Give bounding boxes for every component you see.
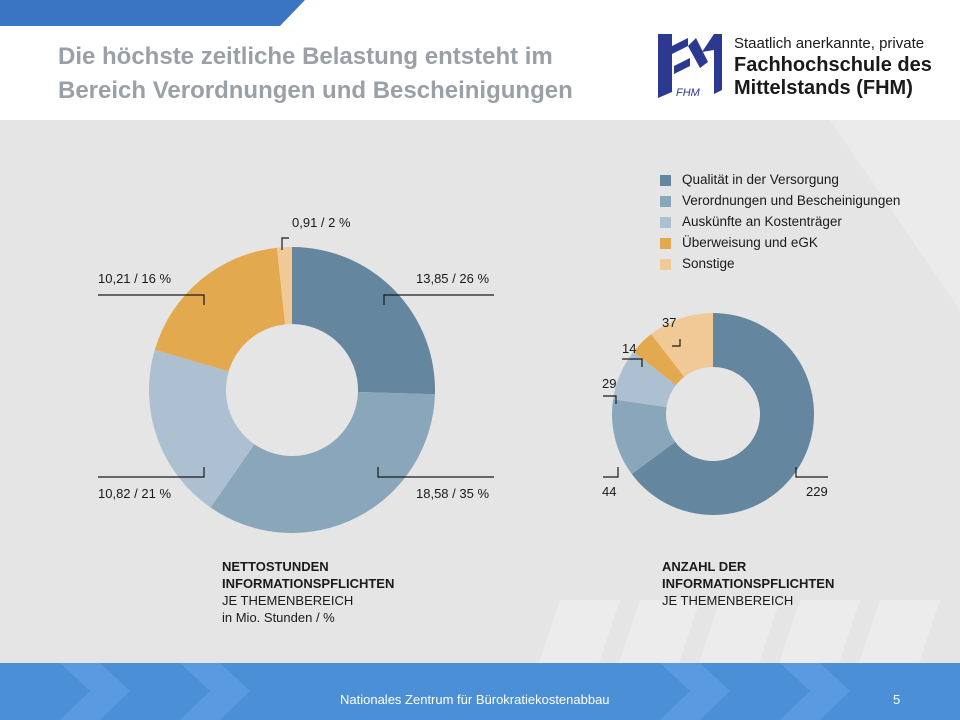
leader-line-qualitaet [383, 294, 494, 305]
donut-chart-anzahl [612, 313, 815, 515]
leader-line-verordnungen [377, 467, 494, 478]
caption-anzahl: ANZAHL DER INFORMATIONSPFLICHTEN JE THEM… [662, 558, 834, 609]
label-anzahl-sonstige: 37 [662, 315, 677, 330]
fhm-logo-line2: Fachhochschule des [734, 54, 932, 76]
label-auskuenfte: 10,82 / 21 % [98, 486, 171, 501]
nettostunden-slice-verordnungen-und-bescheinigungen [210, 391, 435, 533]
label-qualitaet: 13,85 / 26 % [416, 271, 489, 286]
anzahl-slice-sonstige [651, 313, 713, 377]
slide-title-line2: Bereich Verordnungen und Bescheinigungen [58, 77, 573, 104]
fhm-logo: FHM Staatlich anerkannte, private Fachho… [652, 30, 942, 106]
slide-title-line1: Die höchste zeitliche Belastung entsteht… [58, 43, 553, 70]
nettostunden-slice-sonstige [276, 247, 292, 325]
legend-label: Verordnungen und Bescheinigungen [682, 193, 901, 208]
page-number: 5 [893, 692, 901, 707]
nettostunden-slice-ueberweisung-und-egk [154, 247, 286, 372]
caption-line: in Mio. Stunden / % [222, 610, 335, 625]
caption-line: JE THEMENBEREICH [222, 593, 354, 608]
label-anzahl-verordnungen: 44 [602, 484, 617, 499]
fhm-logo-line1: Staatlich anerkannte, private [734, 35, 925, 52]
leader-line-sonstige [281, 237, 289, 250]
caption-bold-line: NETTOSTUNDEN [222, 559, 329, 574]
leader-line-anzahl-auskuenfte [603, 395, 617, 404]
footer-band [0, 663, 960, 720]
label-verordnungen: 18,58 / 35 % [416, 486, 489, 501]
donut-chart-nettostunden [149, 247, 435, 533]
anzahl-slice-verordnungen-und-bescheinigungen [612, 399, 676, 475]
legend-swatch [660, 175, 671, 186]
legend-swatch [660, 238, 671, 249]
charts-canvas [98, 237, 828, 533]
content-area: 0,91 / 2 % 13,85 / 26 % 10,21 / 16 % 10,… [0, 120, 960, 720]
top-stripe [0, 0, 305, 26]
leader-line-anzahl-ueberweisung [622, 358, 643, 367]
top-stripe-bar [0, 0, 305, 26]
legend-label: Sonstige [682, 256, 735, 271]
leader-line-auskuenfte [98, 467, 205, 478]
fhm-logo-mark-text: FHM [676, 87, 701, 99]
leader-line-anzahl-qualitaet [795, 467, 828, 478]
nettostunden-slice-qualitaet-in-der-versorgung [292, 247, 435, 395]
legend-label: Auskünfte an Kostenträger [682, 214, 842, 229]
label-sonstige: 0,91 / 2 % [292, 215, 351, 230]
slide-title: Die höchste zeitliche Belastung entsteht… [58, 40, 618, 108]
header [0, 26, 960, 120]
leader-line-anzahl-sonstige [672, 339, 681, 347]
legend-swatch [660, 259, 671, 270]
legend-label: Qualität in der Versorgung [682, 172, 839, 187]
anzahl-slice-qualitaet-in-der-versorgung [631, 313, 815, 515]
fhm-logo-text: Staatlich anerkannte, private Fachhochsc… [734, 34, 944, 100]
anzahl-slice-ueberweisung-und-egk [633, 334, 685, 386]
caption-bold-line: INFORMATIONSPFLICHTEN [662, 576, 835, 591]
label-anzahl-ueberweisung: 14 [622, 341, 637, 356]
label-anzahl-auskuenfte: 29 [602, 376, 617, 391]
legend-label: Überweisung und eGK [682, 235, 818, 250]
nettostunden-slice-auskuenfte-an-kostentraeger [149, 349, 255, 508]
fhm-logo-line3: Mittelstands (FHM) [734, 77, 913, 99]
leader-lines [98, 237, 828, 478]
leader-line-anzahl-verordnungen [603, 467, 619, 478]
footer-text: Nationales Zentrum für Bürokratiekostena… [340, 692, 610, 707]
anzahl-slice-auskuenfte-an-kostentraeger [613, 351, 676, 408]
caption-bold-line: ANZAHL DER [662, 559, 747, 574]
label-ueberweisung: 10,21 / 16 % [98, 271, 171, 286]
legend-swatch [660, 196, 671, 207]
leader-line-ueberweisung [98, 294, 205, 305]
legend-swatch [660, 217, 671, 228]
caption-line: JE THEMENBEREICH [662, 593, 794, 608]
caption-bold-line: INFORMATIONSPFLICHTEN [222, 576, 395, 591]
fhm-logo-mark-icon: FHM [658, 34, 722, 99]
label-anzahl-qualitaet: 229 [806, 484, 828, 499]
caption-nettostunden: NETTOSTUNDEN INFORMATIONSPFLICHTEN JE TH… [222, 558, 394, 626]
